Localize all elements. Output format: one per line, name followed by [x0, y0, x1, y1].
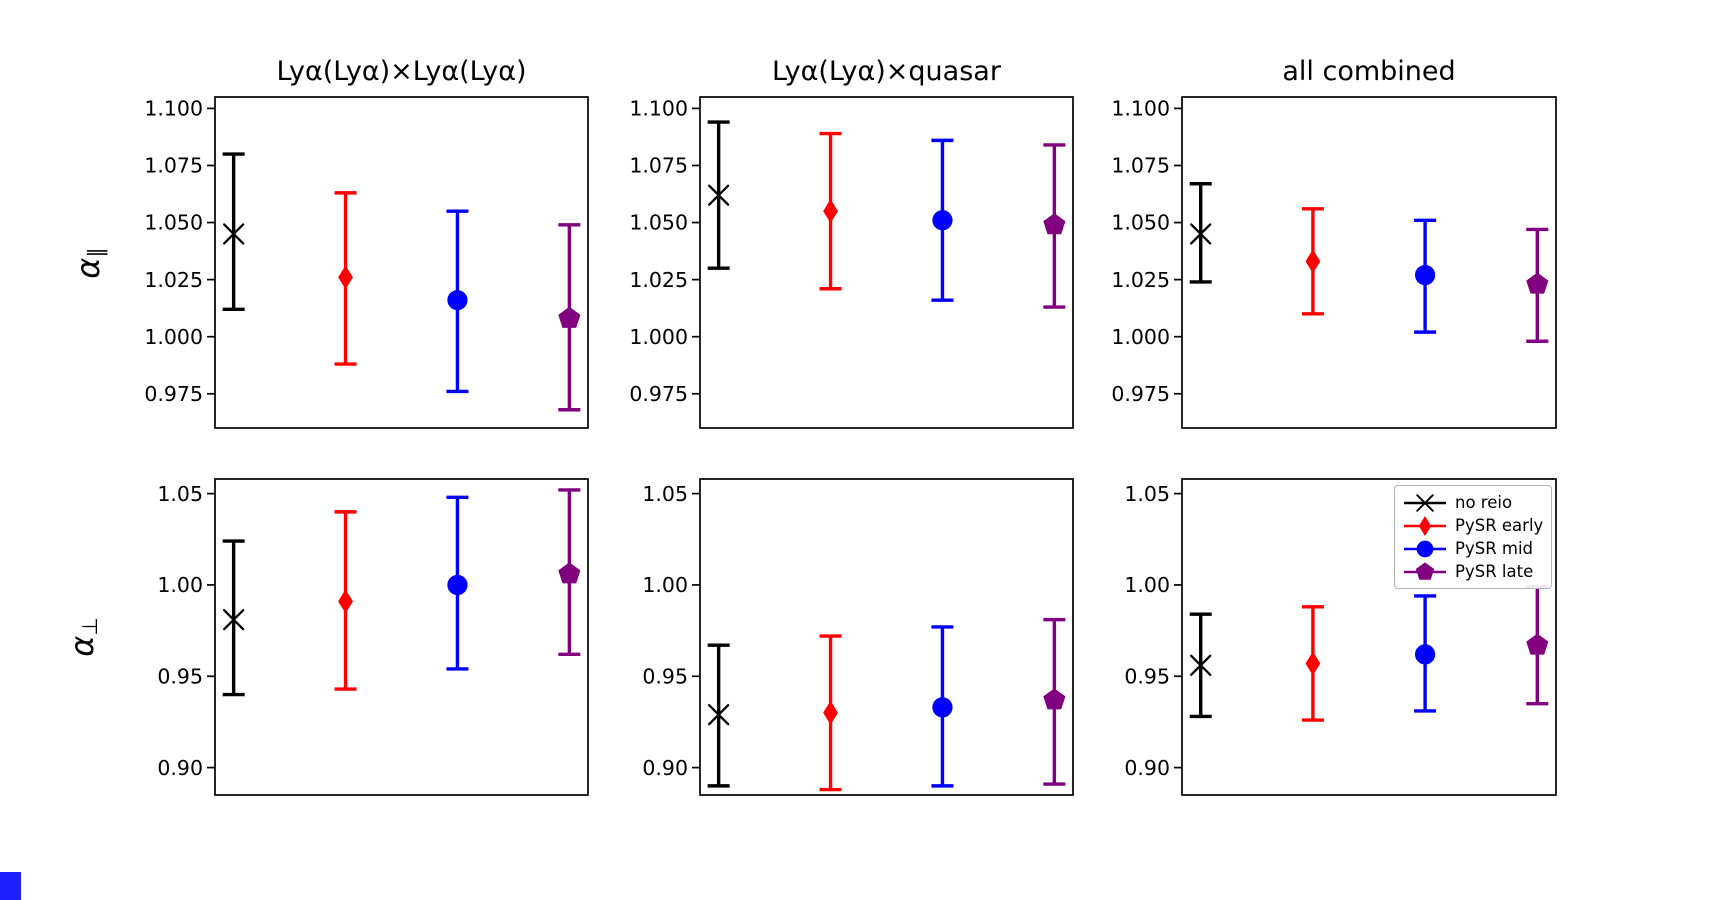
- y-tick-label: 1.100: [144, 97, 203, 121]
- errorbar-pysr-early: [819, 131, 842, 291]
- x-glyph: [1404, 493, 1446, 512]
- y-tick-label: 1.075: [144, 154, 203, 178]
- y-tick-label: 1.050: [1111, 211, 1170, 235]
- ylabel-alpha-parallel: α∥: [69, 203, 115, 323]
- y-tick-label: 1.025: [144, 268, 203, 292]
- circle-glyph: [1404, 540, 1446, 557]
- y-tick-label: 0.90: [1124, 756, 1170, 780]
- y-tick-label: 0.975: [1111, 382, 1170, 406]
- errorbar-pysr-mid: [931, 625, 954, 788]
- errorbar-pysr-early: [1301, 207, 1324, 316]
- errorbar-no-reio: [1189, 182, 1212, 284]
- subplot-title-lya-lya: Lyα(Lyα)×Lyα(Lyα): [276, 56, 527, 87]
- y-tick-label: 1.00: [157, 573, 203, 597]
- errorbar-pysr-mid: [1414, 594, 1437, 713]
- diamond-glyph: [1404, 515, 1446, 536]
- errorbar-pysr-early: [819, 634, 842, 792]
- subplot-alpha-perp-col2: 0.90 0.95 1.00 1.05: [1124, 478, 1557, 796]
- errorbar-pysr-late: [1526, 227, 1549, 343]
- legend-label: PySR early: [1455, 516, 1544, 535]
- x-marker-icon: [1402, 492, 1448, 514]
- ylabel-perp-subscript: ⊥: [78, 617, 103, 636]
- y-tick-label: 0.975: [144, 382, 203, 406]
- y-tick-label: 1.025: [1111, 268, 1170, 292]
- legend-label: no reio: [1455, 493, 1513, 512]
- errorbar-pysr-late: [1526, 585, 1549, 706]
- legend: no reio PySR early PySR mid PySR late: [1394, 485, 1552, 589]
- subplot-title-lya-quasar: Lyα(Lyα)×quasar: [772, 56, 1001, 87]
- ylabel-alpha-parallel-text: α: [69, 257, 107, 279]
- errorbar-pysr-late: [1043, 617, 1066, 786]
- subplot-alpha-parallel-all-combined: 0.975 1.000 1.025 1.050 1.075 1.100: [1111, 96, 1557, 429]
- subplot-alpha-parallel-ly-ly-quasar: 0.975 1.000 1.025 1.050 1.075 1.100: [629, 96, 1074, 429]
- ylabel-alpha-perp-text: α: [63, 635, 101, 657]
- y-tick-label: 1.05: [1124, 482, 1170, 506]
- y-tick-label: 1.100: [1111, 97, 1170, 121]
- errorbar-pysr-late: [558, 488, 581, 657]
- y-tick-label: 0.95: [642, 664, 688, 688]
- ylabel-alpha-perp: α⊥: [63, 577, 109, 697]
- y-tick-label: 1.05: [157, 482, 203, 506]
- diamond-marker-icon: [1402, 515, 1448, 537]
- errorbar-no-reio: [1189, 612, 1212, 719]
- y-tick-label: 0.90: [157, 756, 203, 780]
- y-tick-label: 1.05: [642, 482, 688, 506]
- y-tick-label: 1.050: [144, 211, 203, 235]
- circle-marker-icon: [1402, 538, 1448, 560]
- errorbar-pysr-early: [334, 510, 357, 691]
- y-tick-label: 0.90: [642, 756, 688, 780]
- legend-label: PySR late: [1455, 562, 1534, 581]
- errorbar-no-reio: [222, 539, 245, 697]
- corner-artifact: [0, 872, 21, 900]
- y-tick-label: 1.00: [642, 573, 688, 597]
- subplot-alpha-parallel-ly-ly-ly-ly-: 0.975 1.000 1.025 1.050 1.075 1.100: [144, 96, 589, 429]
- ylabel-parallel-subscript: ∥: [84, 247, 109, 258]
- errorbar-no-reio: [707, 643, 730, 788]
- y-tick-label: 1.075: [1111, 154, 1170, 178]
- errorbar-pysr-late: [558, 223, 581, 412]
- legend-label: PySR mid: [1455, 539, 1534, 558]
- errorbar-pysr-early: [1301, 605, 1324, 722]
- y-tick-label: 1.075: [629, 154, 688, 178]
- legend-item-pysr-mid: PySR mid: [1402, 537, 1543, 560]
- errorbar-no-reio: [707, 120, 730, 270]
- errorbar-pysr-mid: [446, 495, 469, 671]
- errorbar-pysr-late: [1043, 143, 1066, 309]
- errorbar-pysr-mid: [446, 209, 469, 394]
- subplot-alpha-perp-col0: 0.90 0.95 1.00 1.05: [157, 478, 589, 796]
- errorbar-pysr-early: [334, 191, 357, 366]
- y-tick-label: 1.100: [629, 97, 688, 121]
- legend-item-pysr-late: PySR late: [1402, 560, 1543, 583]
- y-tick-label: 1.050: [629, 211, 688, 235]
- y-tick-label: 0.95: [157, 664, 203, 688]
- pentagon-glyph: [1404, 561, 1446, 580]
- errorbar-no-reio: [222, 152, 245, 311]
- legend-item-pysr-early: PySR early: [1402, 514, 1543, 537]
- errorbar-pysr-mid: [931, 138, 954, 302]
- pentagon-marker-icon: [1402, 561, 1448, 583]
- y-tick-label: 0.975: [629, 382, 688, 406]
- y-tick-label: 1.000: [144, 325, 203, 349]
- errorbar-pysr-mid: [1414, 218, 1437, 334]
- legend-item-no-reio: no reio: [1402, 491, 1543, 514]
- y-tick-label: 1.000: [1111, 325, 1170, 349]
- subplot-title-all-combined: all combined: [1282, 56, 1456, 87]
- subplot-alpha-perp-col1: 0.90 0.95 1.00 1.05: [642, 478, 1074, 796]
- y-tick-label: 0.95: [1124, 664, 1170, 688]
- y-tick-label: 1.025: [629, 268, 688, 292]
- y-tick-label: 1.000: [629, 325, 688, 349]
- y-tick-label: 1.00: [1124, 573, 1170, 597]
